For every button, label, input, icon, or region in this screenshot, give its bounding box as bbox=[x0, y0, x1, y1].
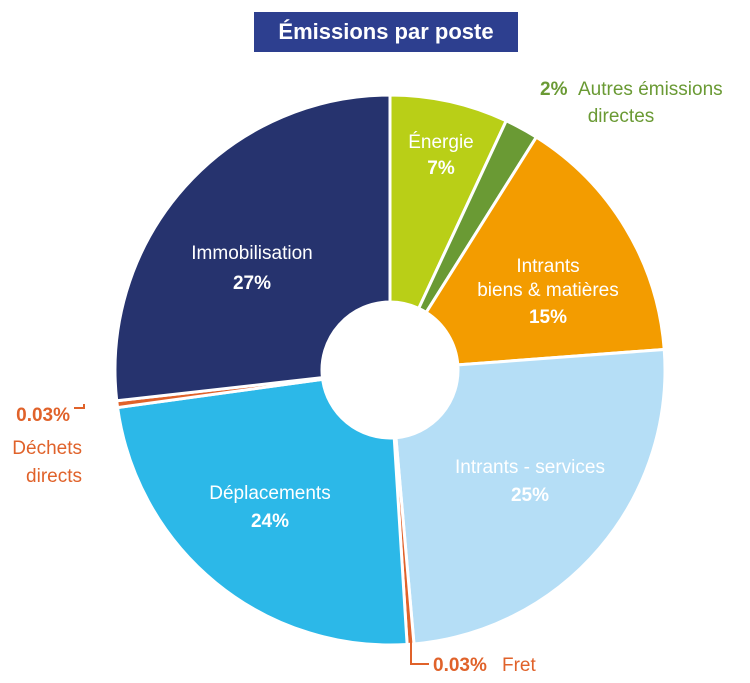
slice-value-fret: 0.03% bbox=[433, 655, 487, 676]
slice-label-dechets-line1: Déchets bbox=[12, 438, 82, 459]
slice-label-deplacements: Déplacements bbox=[209, 483, 330, 504]
slice-2 bbox=[424, 135, 666, 367]
slice-label-immobilisation: Immobilisation bbox=[191, 243, 312, 264]
slice-value-intrants-biens: 15% bbox=[529, 307, 567, 328]
slice-label-intrants-services: Intrants - services bbox=[455, 457, 605, 478]
slice-value-deplacements: 24% bbox=[251, 511, 289, 532]
slice-value-dechets: 0.03% bbox=[16, 405, 70, 426]
leader-line-dechets bbox=[74, 404, 85, 409]
chart-title: Émissions par poste bbox=[254, 12, 518, 52]
slice-value-autres: 2% bbox=[540, 79, 568, 100]
slice-value-energie: 7% bbox=[427, 158, 455, 179]
slice-label-autres-line1: Autres émissions bbox=[578, 79, 723, 100]
slice-label-energie: Énergie bbox=[408, 132, 474, 153]
slice-value-intrants-services: 25% bbox=[511, 485, 549, 506]
slice-5 bbox=[115, 377, 409, 647]
slice-3 bbox=[394, 347, 667, 646]
slice-label-intrants-biens-line1: Intrants bbox=[516, 256, 579, 277]
slice-label-fret: Fret bbox=[502, 655, 537, 676]
slice-value-immobilisation: 27% bbox=[233, 273, 271, 294]
slice-label-autres-line2: directes bbox=[588, 106, 655, 127]
slice-label-intrants-biens-line2: biens & matières bbox=[477, 280, 619, 301]
slice-7 bbox=[113, 93, 392, 403]
slice-label-dechets-line2: directs bbox=[26, 466, 82, 487]
leader-line-fret bbox=[410, 638, 429, 665]
slice-label-autres: 2% bbox=[540, 79, 568, 100]
